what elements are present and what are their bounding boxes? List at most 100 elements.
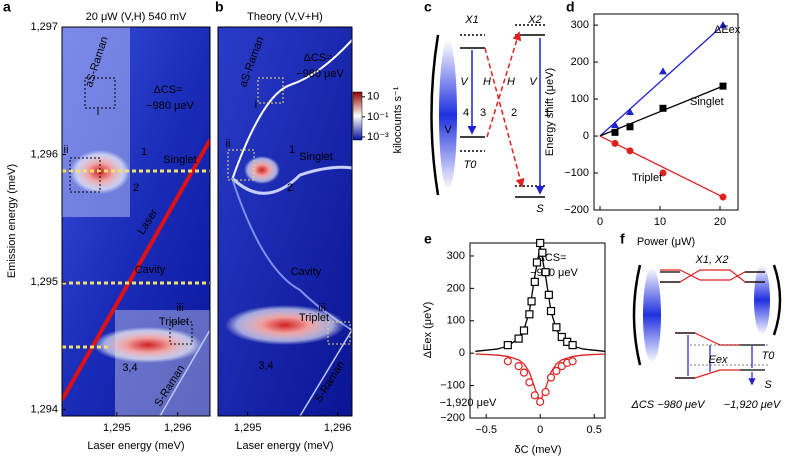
annotation: Triplet: [159, 316, 189, 328]
marker: [611, 139, 619, 147]
x-axis-label: Laser energy (meV): [87, 440, 184, 452]
colorbar-tick-label: 10: [367, 91, 379, 103]
x-tick-label: 0: [597, 216, 603, 228]
panel-label: b: [215, 0, 224, 15]
x-tick-label: 20: [714, 216, 726, 228]
marker: [541, 387, 550, 397]
x-tick-label: −0.5: [475, 424, 497, 436]
x-axis-label: Power (μW): [637, 236, 695, 248]
x-tick-label: 0.5: [587, 424, 602, 436]
annotation: ΔCS=: [303, 52, 332, 64]
y-tick-label: 1,294: [30, 404, 58, 416]
y-tick-label: 1,295: [30, 276, 58, 288]
x-tick-label: 10: [654, 216, 666, 228]
annotation: 1: [289, 144, 295, 156]
diagram-label: T0: [762, 350, 776, 362]
y-tick-label: 1,297: [30, 21, 58, 33]
annotation: i: [97, 106, 99, 118]
annotation: 3,4: [122, 362, 137, 374]
colorbar-tick-label: 10⁻³: [367, 131, 389, 143]
annotation: Singlet: [163, 154, 197, 166]
marker: [552, 323, 561, 332]
annotation: ii: [64, 144, 69, 156]
diagram-label: X2: [527, 14, 541, 26]
plot-frame: [217, 26, 353, 417]
marker: [544, 290, 553, 299]
marker: [519, 368, 529, 377]
marker: [536, 397, 545, 406]
marker: [552, 366, 561, 376]
x-axis-label: δC (meV): [514, 444, 561, 456]
diagram-label: 2: [511, 107, 517, 119]
marker: [525, 310, 534, 319]
diagram-label: T0: [464, 159, 478, 171]
diagram-label: S: [536, 203, 544, 215]
marker: [538, 248, 547, 257]
marker: [514, 362, 523, 371]
marker: [527, 297, 536, 306]
plot-frame: [593, 13, 739, 211]
marker: [514, 334, 523, 343]
diagram-label: 3: [480, 107, 486, 119]
colorbar-label: kilocounts s⁻¹: [392, 86, 404, 153]
annotation: Cavity: [291, 266, 322, 278]
marker: [503, 357, 512, 366]
chart-title: 20 μW (V,H) 540 mV: [86, 11, 187, 23]
chart-title: Theory (V,V+H): [247, 11, 323, 23]
legend-entry: ΔEex: [714, 24, 741, 36]
y-axis-label: Energy shift (μeV): [544, 68, 556, 156]
marker: [659, 67, 667, 75]
plot-frame: [61, 26, 211, 417]
diagram-label: H: [507, 76, 515, 88]
y-tick-label: 0: [583, 130, 589, 142]
diagram-label: V: [529, 76, 538, 88]
marker: [568, 357, 577, 366]
diagram-label: X1: [464, 14, 478, 26]
diagram-label: H: [483, 76, 491, 88]
y-tick-label: −200: [440, 412, 465, 424]
y-tick-label: 200: [571, 56, 589, 68]
legend-entry: Singlet: [690, 96, 724, 108]
y-tick-label: 200: [447, 282, 465, 294]
colorbar-tick-label: 10⁻¹: [367, 111, 389, 123]
y-axis-label: Emission energy (meV): [6, 164, 18, 278]
annotation: 2: [133, 182, 139, 194]
marker: [557, 332, 566, 342]
annotation: ΔCS=: [153, 84, 182, 96]
marker: [719, 193, 727, 201]
marker: [611, 120, 619, 128]
level-diagram: [632, 264, 782, 384]
diagram-label: 4: [463, 107, 469, 119]
annotation: −1,920 μeV: [440, 397, 497, 409]
y-tick-label: 100: [571, 93, 589, 105]
x-axis-label: Laser energy (meV): [236, 440, 333, 452]
x-tick-label: 1,295: [103, 422, 131, 434]
x-tick-label: 0: [537, 424, 543, 436]
panel-label: d: [566, 0, 575, 15]
level-diagram: [430, 24, 545, 198]
marker: [530, 391, 539, 400]
diagram-label: 1: [544, 107, 550, 119]
marker: [525, 378, 534, 387]
marker: [530, 277, 539, 286]
y-tick-label: 300: [571, 19, 589, 31]
annotation: −980 μeV: [296, 68, 344, 80]
annotation: 1: [141, 146, 147, 158]
fit-line: [599, 135, 724, 198]
panel-label: e: [424, 231, 432, 247]
marker: [611, 128, 619, 136]
marker: [541, 268, 550, 277]
diagram-label: V: [460, 76, 469, 88]
annotation: ii: [226, 138, 231, 150]
panel-label: a: [3, 0, 11, 15]
diagram-label: ΔCS −980 μeV: [630, 399, 706, 411]
y-tick-label: 300: [447, 250, 465, 262]
legend-entry: Triplet: [632, 172, 662, 184]
marker: [532, 258, 542, 267]
marker: [626, 147, 634, 155]
annotation: Singlet: [299, 151, 333, 163]
diagram-label: X1, X2: [694, 254, 728, 266]
marker: [546, 306, 556, 316]
marker: [503, 340, 512, 350]
